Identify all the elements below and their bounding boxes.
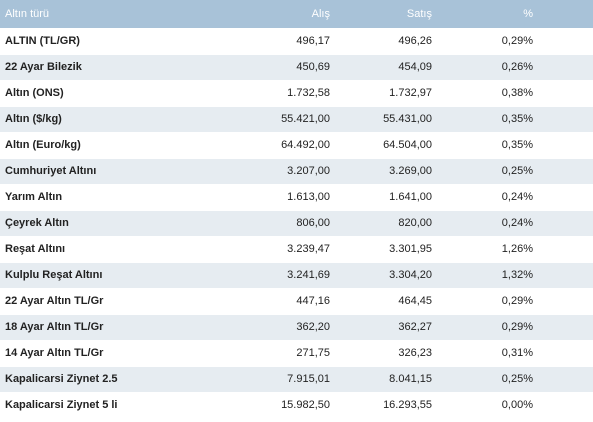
cell-percent: 1,26% xyxy=(450,236,593,263)
cell-percent: 0,24% xyxy=(450,210,593,237)
cell-percent: 0,24% xyxy=(450,184,593,211)
cell-sell: 8.041,15 xyxy=(345,366,450,393)
cell-gold-type: Altın ($/kg) xyxy=(0,106,240,133)
cell-sell: 362,27 xyxy=(345,314,450,341)
table-row: 22 Ayar Bilezik 450,69 454,09 0,26% xyxy=(0,54,593,81)
table-row: Kulplu Reşat Altını 3.241,69 3.304,20 1,32% xyxy=(0,262,593,289)
table-row: Yarım Altın 1.613,00 1.641,00 0,24% xyxy=(0,184,593,211)
header-row: Altın türü Alış Satış % xyxy=(0,0,593,28)
cell-percent: 0,35% xyxy=(450,106,593,133)
column-header-gold-type: Altın türü xyxy=(5,8,50,20)
cell-sell: 820,00 xyxy=(345,210,450,237)
table-row: Reşat Altını 3.239,47 3.301,95 1,26% xyxy=(0,236,593,263)
cell-gold-type: 14 Ayar Altın TL/Gr xyxy=(0,340,240,367)
table-row: Kapalicarsi Ziynet 2.5 7.915,01 8.041,15 0,… xyxy=(0,366,593,393)
table-row: Altın ($/kg) 55.421,00 55.431,00 0,35% xyxy=(0,106,593,133)
cell-percent: 0,38% xyxy=(450,80,593,107)
table-row: Altın (ONS) 1.732,58 1.732,97 0,38% xyxy=(0,80,593,107)
cell-sell: 16.293,55 xyxy=(345,392,450,419)
cell-percent: 0,26% xyxy=(450,54,593,81)
cell-percent: 0,29% xyxy=(450,288,593,315)
table-body: ALTIN (TL/GR) 496,17 496,26 0,29% 22 Ayar Bi… xyxy=(0,28,593,419)
cell-sell: 464,45 xyxy=(345,288,450,315)
cell-sell: 496,26 xyxy=(345,28,450,55)
cell-sell: 3.269,00 xyxy=(345,158,450,185)
cell-sell: 55.431,00 xyxy=(345,106,450,133)
cell-buy: 3.239,47 xyxy=(240,236,345,263)
cell-buy: 496,17 xyxy=(240,28,345,55)
cell-sell: 326,23 xyxy=(345,340,450,367)
cell-sell: 454,09 xyxy=(345,54,450,81)
cell-buy: 64.492,00 xyxy=(240,132,345,159)
cell-gold-type: Reşat Altını xyxy=(0,236,240,263)
table-row: Kapalicarsi Ziynet 5 li 15.982,50 16.293,5… xyxy=(0,392,593,419)
cell-buy: 7.915,01 xyxy=(240,366,345,393)
cell-buy: 447,16 xyxy=(240,288,345,315)
cell-gold-type: Altın (ONS) xyxy=(0,80,240,107)
cell-buy: 3.241,69 xyxy=(240,262,345,289)
table-row: 22 Ayar Altın TL/Gr 447,16 464,45 0,29% xyxy=(0,288,593,315)
table-row: Altın (Euro/kg) 64.492,00 64.504,00 0,35% xyxy=(0,132,593,159)
cell-percent: 0,29% xyxy=(450,28,593,55)
table-row: 14 Ayar Altın TL/Gr 271,75 326,23 0,31% xyxy=(0,340,593,367)
cell-gold-type: Cumhuriyet Altını xyxy=(0,158,240,185)
cell-buy: 450,69 xyxy=(240,54,345,81)
cell-percent: 1,32% xyxy=(450,262,593,289)
cell-gold-type: ALTIN (TL/GR) xyxy=(0,28,240,55)
cell-gold-type: Kapalicarsi Ziynet 5 li xyxy=(0,392,240,419)
cell-percent: 0,29% xyxy=(450,314,593,341)
cell-buy: 1.613,00 xyxy=(240,184,345,211)
cell-buy: 806,00 xyxy=(240,210,345,237)
cell-percent: 0,25% xyxy=(450,366,593,393)
table-row: Çeyrek Altın 806,00 820,00 0,24% xyxy=(0,210,593,237)
cell-sell: 3.301,95 xyxy=(345,236,450,263)
cell-percent: 0,00% xyxy=(450,392,593,419)
cell-sell: 1.732,97 xyxy=(345,80,450,107)
cell-buy: 362,20 xyxy=(240,314,345,341)
cell-percent: 0,31% xyxy=(450,340,593,367)
table-row: Cumhuriyet Altını 3.207,00 3.269,00 0,25% xyxy=(0,158,593,185)
cell-gold-type: Yarım Altın xyxy=(0,184,240,211)
table-row: ALTIN (TL/GR) 496,17 496,26 0,29% xyxy=(0,28,593,55)
cell-buy: 271,75 xyxy=(240,340,345,367)
cell-gold-type: Çeyrek Altın xyxy=(0,210,240,237)
cell-sell: 3.304,20 xyxy=(345,262,450,289)
cell-sell: 1.641,00 xyxy=(345,184,450,211)
column-header-buy: Alış xyxy=(311,8,330,20)
column-header-percent: % xyxy=(523,8,533,20)
cell-gold-type: 18 Ayar Altın TL/Gr xyxy=(0,314,240,341)
cell-buy: 3.207,00 xyxy=(240,158,345,185)
cell-gold-type: 22 Ayar Bilezik xyxy=(0,54,240,81)
table-row: 18 Ayar Altın TL/Gr 362,20 362,27 0,29% xyxy=(0,314,593,341)
column-header-sell: Satış xyxy=(406,8,432,20)
cell-percent: 0,35% xyxy=(450,132,593,159)
table-header: Altın türü Alış Satış % xyxy=(0,0,593,28)
cell-buy: 55.421,00 xyxy=(240,106,345,133)
cell-gold-type: Kapalicarsi Ziynet 2.5 xyxy=(0,366,240,393)
cell-gold-type: 22 Ayar Altın TL/Gr xyxy=(0,288,240,315)
cell-gold-type: Kulplu Reşat Altını xyxy=(0,262,240,289)
cell-sell: 64.504,00 xyxy=(345,132,450,159)
cell-buy: 1.732,58 xyxy=(240,80,345,107)
cell-percent: 0,25% xyxy=(450,158,593,185)
cell-gold-type: Altın (Euro/kg) xyxy=(0,132,240,159)
cell-buy: 15.982,50 xyxy=(240,392,345,419)
